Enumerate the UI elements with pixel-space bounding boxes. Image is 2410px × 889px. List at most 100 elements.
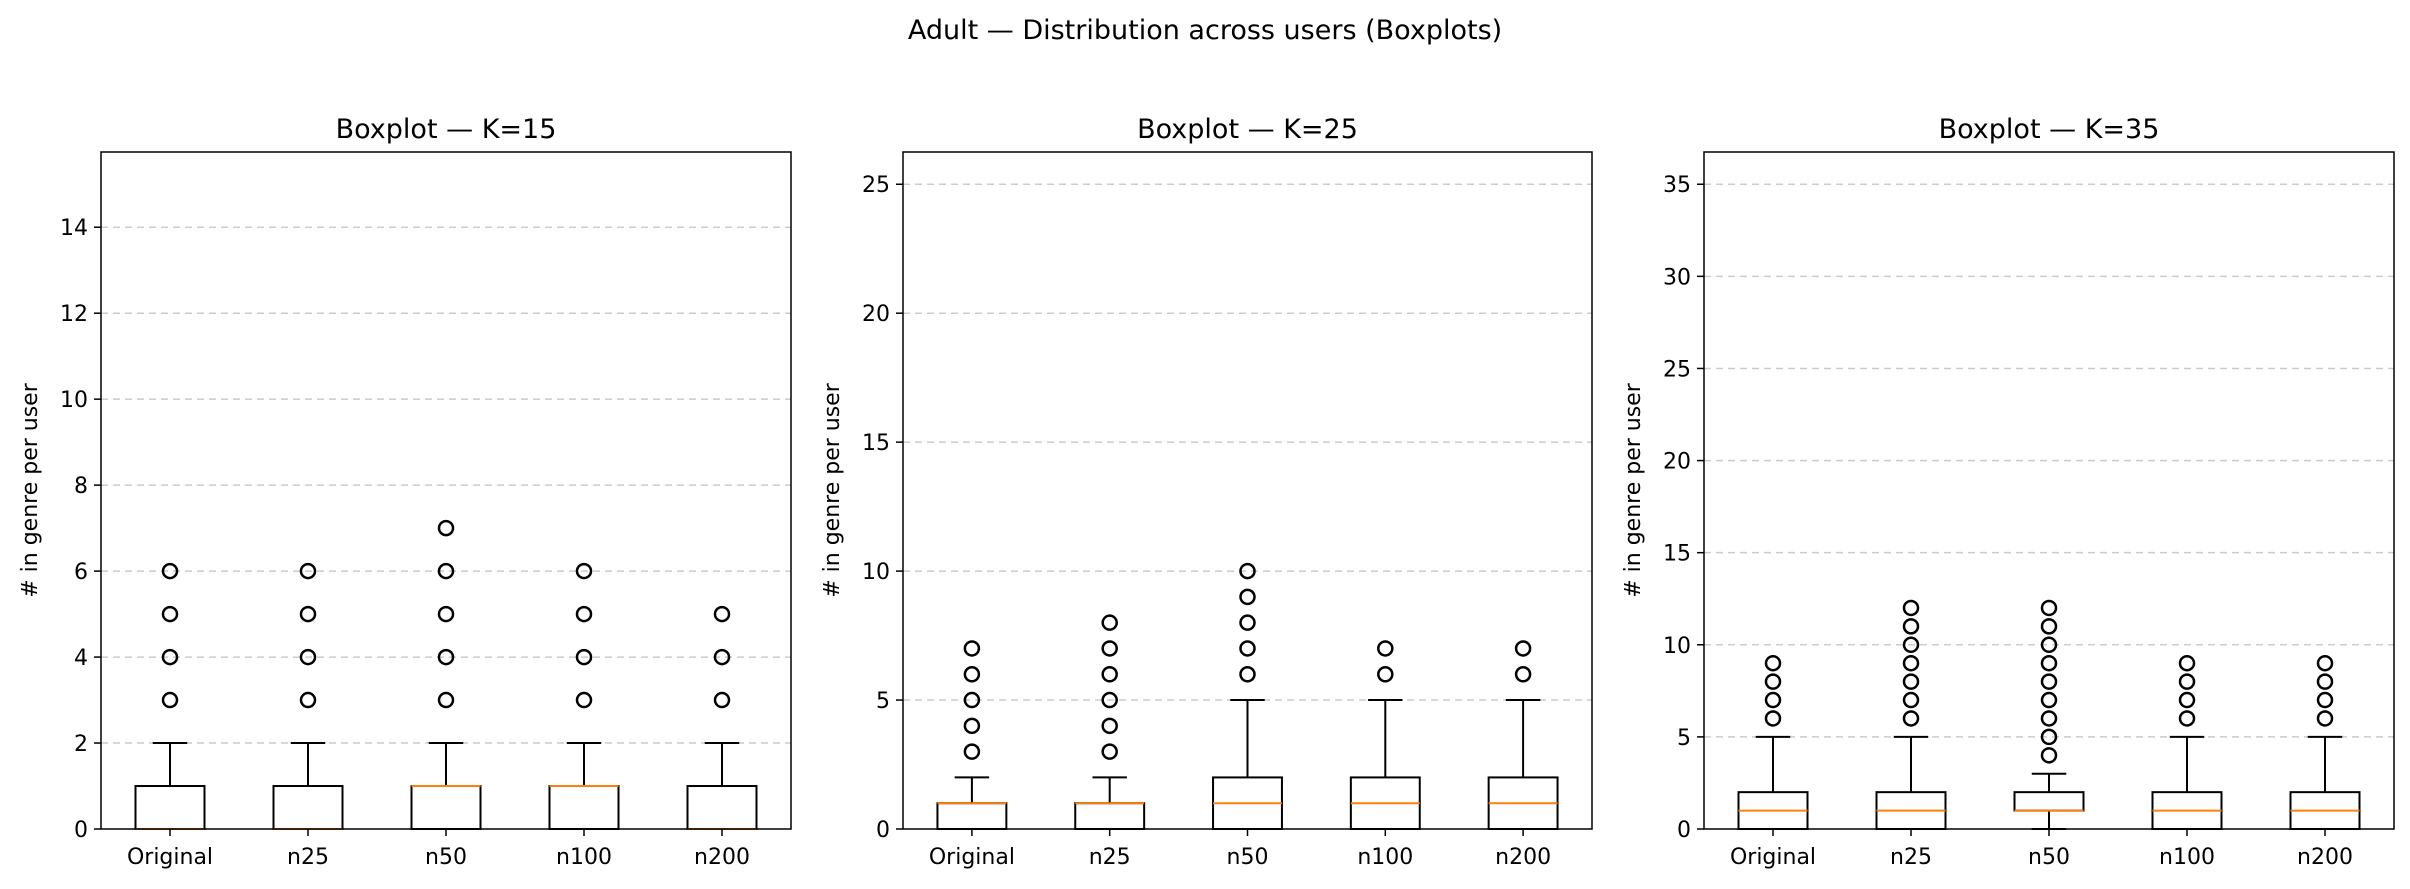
box-iqr (134, 785, 206, 830)
flier-point (1902, 636, 1920, 654)
flier-point (161, 605, 179, 623)
box-n100 (548, 562, 620, 830)
flier-point (2178, 710, 2196, 727)
flier-point (2178, 654, 2196, 672)
y-tick-label: 35 (1663, 173, 1691, 198)
x-tick-label: n100 (556, 845, 612, 870)
flier-point (963, 743, 981, 760)
box-n200 (2289, 654, 2361, 830)
flier-point (437, 648, 455, 666)
box-n100 (1349, 640, 1421, 831)
box-n50 (410, 519, 482, 830)
box-iqr (548, 785, 620, 830)
y-tick-label: 0 (74, 818, 88, 843)
panel-title: Boxplot — K=35 (1939, 114, 2160, 145)
flier-point (437, 519, 455, 537)
figure-suptitle: Adult — Distribution across users (Boxpl… (908, 15, 1502, 46)
flier-point (2040, 618, 2058, 635)
flier-point (963, 691, 981, 709)
flier-point (1902, 691, 1920, 709)
box-Original (134, 562, 206, 830)
box-iqr (410, 785, 482, 830)
x-tick-label: n25 (287, 845, 329, 870)
flier-point (575, 648, 593, 666)
box-n100 (2151, 654, 2223, 830)
flier-point (575, 605, 593, 623)
flier-point (2040, 691, 2058, 709)
x-tick-label: Original (1730, 845, 1816, 870)
flier-point (1101, 691, 1118, 709)
flier-point (2040, 710, 2058, 727)
flier-point (299, 648, 317, 666)
box-iqr (1074, 802, 1146, 831)
axes-frame (1703, 151, 2395, 830)
flier-point (2316, 673, 2334, 690)
flier-point (1764, 691, 1782, 709)
box-n200 (686, 605, 758, 830)
flier-point (2178, 673, 2196, 690)
flier-point (437, 562, 455, 580)
y-tick-label: 2 (74, 732, 88, 757)
flier-point (1239, 588, 1256, 606)
flier-point (2040, 728, 2058, 746)
flier-point (437, 691, 455, 709)
y-tick-label: 5 (1677, 726, 1691, 751)
y-tick-label: 10 (1663, 634, 1691, 659)
y-tick-label: 14 (60, 216, 88, 241)
flier-point (963, 640, 981, 657)
panel-title: Boxplot — K=25 (1137, 114, 1358, 145)
box-iqr (272, 785, 344, 830)
x-tick-label: n50 (425, 845, 467, 870)
y-tick-label: 30 (1663, 265, 1691, 290)
flier-point (2040, 636, 2058, 654)
flier-point (161, 648, 179, 666)
flier-point (1239, 640, 1256, 657)
flier-point (1902, 618, 1920, 635)
flier-point (299, 605, 317, 623)
y-tick-label: 12 (60, 302, 88, 327)
axes-frame (100, 151, 792, 830)
y-tick-label: 15 (862, 431, 890, 456)
flier-point (299, 562, 317, 580)
panel-title: Boxplot — K=15 (336, 114, 557, 145)
flier-point (2040, 747, 2058, 764)
flier-point (1101, 743, 1118, 760)
panel-2: 0 5 10 15 20 25 Original n25 n50 n100 n200 Boxplot … (820, 114, 1593, 870)
flier-point (1514, 666, 1532, 683)
box-n50 (2013, 599, 2085, 830)
flier-point (1101, 666, 1118, 683)
flier-point (1764, 710, 1782, 727)
y-tick-label: 8 (74, 474, 88, 499)
x-tick-label: n25 (1089, 845, 1131, 870)
x-tick-label: n200 (1495, 845, 1551, 870)
flier-point (2040, 599, 2058, 617)
y-tick-label: 0 (1677, 818, 1691, 843)
x-tick-label: n200 (2297, 845, 2353, 870)
x-tick-label: Original (127, 845, 213, 870)
x-tick-label: n100 (1357, 845, 1413, 870)
y-tick-label: 5 (876, 689, 890, 714)
flier-point (1101, 614, 1118, 631)
box-n200 (1487, 640, 1559, 831)
flier-point (161, 562, 179, 580)
y-axis-label: # in genre per user (820, 382, 845, 597)
flier-point (1902, 599, 1920, 617)
flier-point (1764, 673, 1782, 690)
flier-point (2316, 654, 2334, 672)
x-tick-label: n200 (694, 845, 750, 870)
x-tick-label: n25 (1890, 845, 1932, 870)
flier-point (161, 691, 179, 709)
flier-point (2316, 710, 2334, 727)
panel-3: 0 5 10 15 20 25 30 35 Original n25 n50 n100 n200 Boxp… (1621, 114, 2395, 870)
y-tick-label: 15 (1663, 542, 1691, 567)
flier-point (1239, 562, 1256, 580)
y-axis-label: # in genre per user (18, 382, 43, 597)
box-n25 (1875, 599, 1947, 830)
panel-1: 0 2 4 6 8 10 12 14 Original n25 n50 n100 n200 Boxplot… (18, 114, 792, 870)
flier-point (2040, 673, 2058, 690)
flier-point (713, 648, 731, 666)
flier-point (1902, 710, 1920, 727)
box-n50 (1212, 562, 1283, 831)
x-tick-label: n50 (2028, 845, 2070, 870)
box-iqr (936, 802, 1008, 831)
